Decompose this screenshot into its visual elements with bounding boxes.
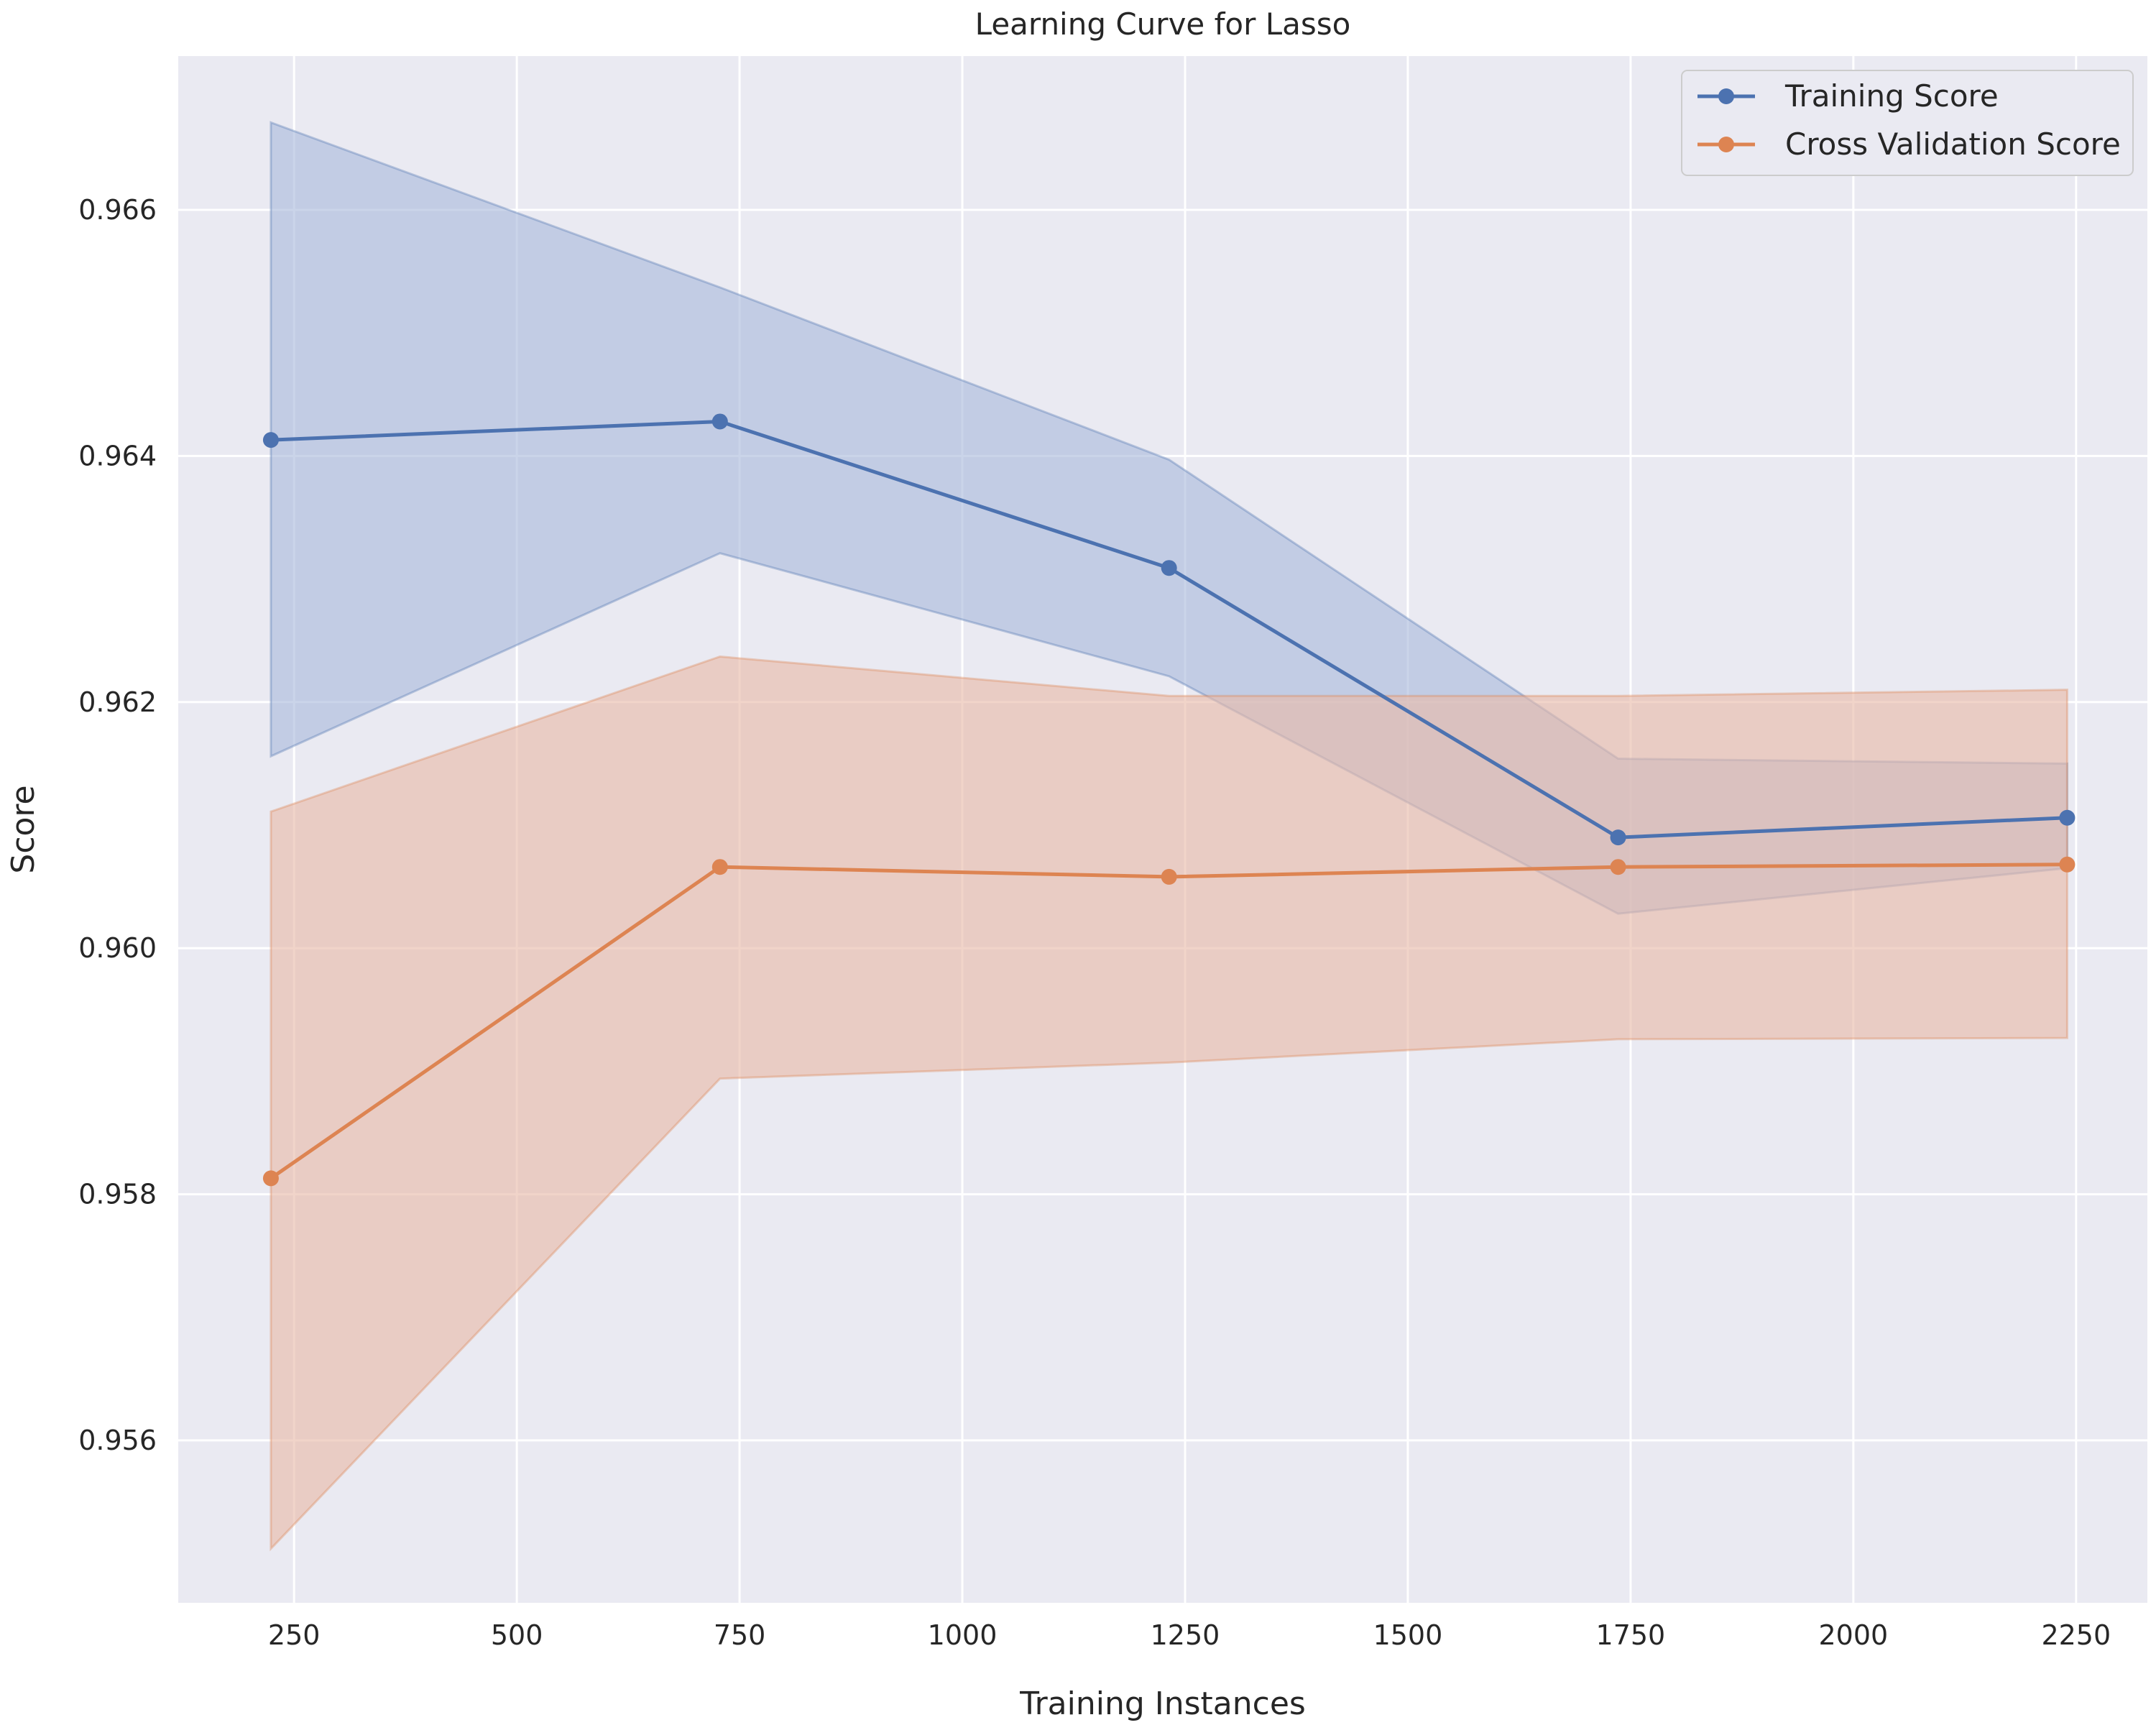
training-score-point <box>711 413 728 430</box>
x-tick-label: 500 <box>491 1619 543 1651</box>
y-axis-label: Score <box>5 785 42 873</box>
y-tick-label: 0.956 <box>78 1425 157 1456</box>
x-axis-label: Training Instances <box>1019 1685 1306 1722</box>
legend-marker-cross-validation <box>1718 137 1734 152</box>
training-score-point <box>1610 829 1626 846</box>
cross-validation-score-point <box>262 1170 279 1187</box>
chart-title: Learning Curve for Lasso <box>975 6 1351 42</box>
x-tick-label: 2000 <box>1819 1619 1889 1651</box>
y-tick-label: 0.960 <box>78 932 157 964</box>
training-score-point <box>1161 560 1177 576</box>
y-axis-ticks: 0.956 0.958 0.960 0.962 0.964 0.966 <box>78 194 157 1456</box>
confidence-bands <box>270 121 2068 1552</box>
cross-validation-score-point <box>1161 868 1177 885</box>
legend-label-cross-validation: Cross Validation Score <box>1785 126 2121 162</box>
cross-validation-score-point <box>2059 856 2076 873</box>
x-axis-ticks: 250 500 750 1000 1250 1500 1750 2000 2250 <box>268 1619 2111 1651</box>
cross-validation-score-band <box>270 655 2068 1552</box>
x-tick-label: 250 <box>268 1619 321 1651</box>
y-tick-label: 0.958 <box>78 1179 157 1210</box>
x-tick-label: 750 <box>714 1619 766 1651</box>
x-tick-label: 1500 <box>1373 1619 1443 1651</box>
x-tick-label: 1750 <box>1596 1619 1666 1651</box>
training-score-point <box>2059 809 2076 826</box>
y-tick-label: 0.962 <box>78 686 157 718</box>
legend-marker-training <box>1718 88 1734 104</box>
series-markers <box>262 413 2076 1187</box>
y-tick-label: 0.964 <box>78 440 157 472</box>
legend: Training Score Cross Validation Score <box>1681 70 2134 176</box>
cross-validation-score-point <box>1610 859 1626 875</box>
training-score-point <box>262 432 279 448</box>
cross-validation-score-point <box>711 859 728 875</box>
x-tick-label: 1000 <box>928 1619 998 1651</box>
legend-box <box>1681 70 2134 176</box>
x-tick-label: 2250 <box>2041 1619 2111 1651</box>
legend-label-training: Training Score <box>1784 78 1999 114</box>
y-tick-label: 0.966 <box>78 194 157 226</box>
x-tick-label: 1250 <box>1151 1619 1220 1651</box>
